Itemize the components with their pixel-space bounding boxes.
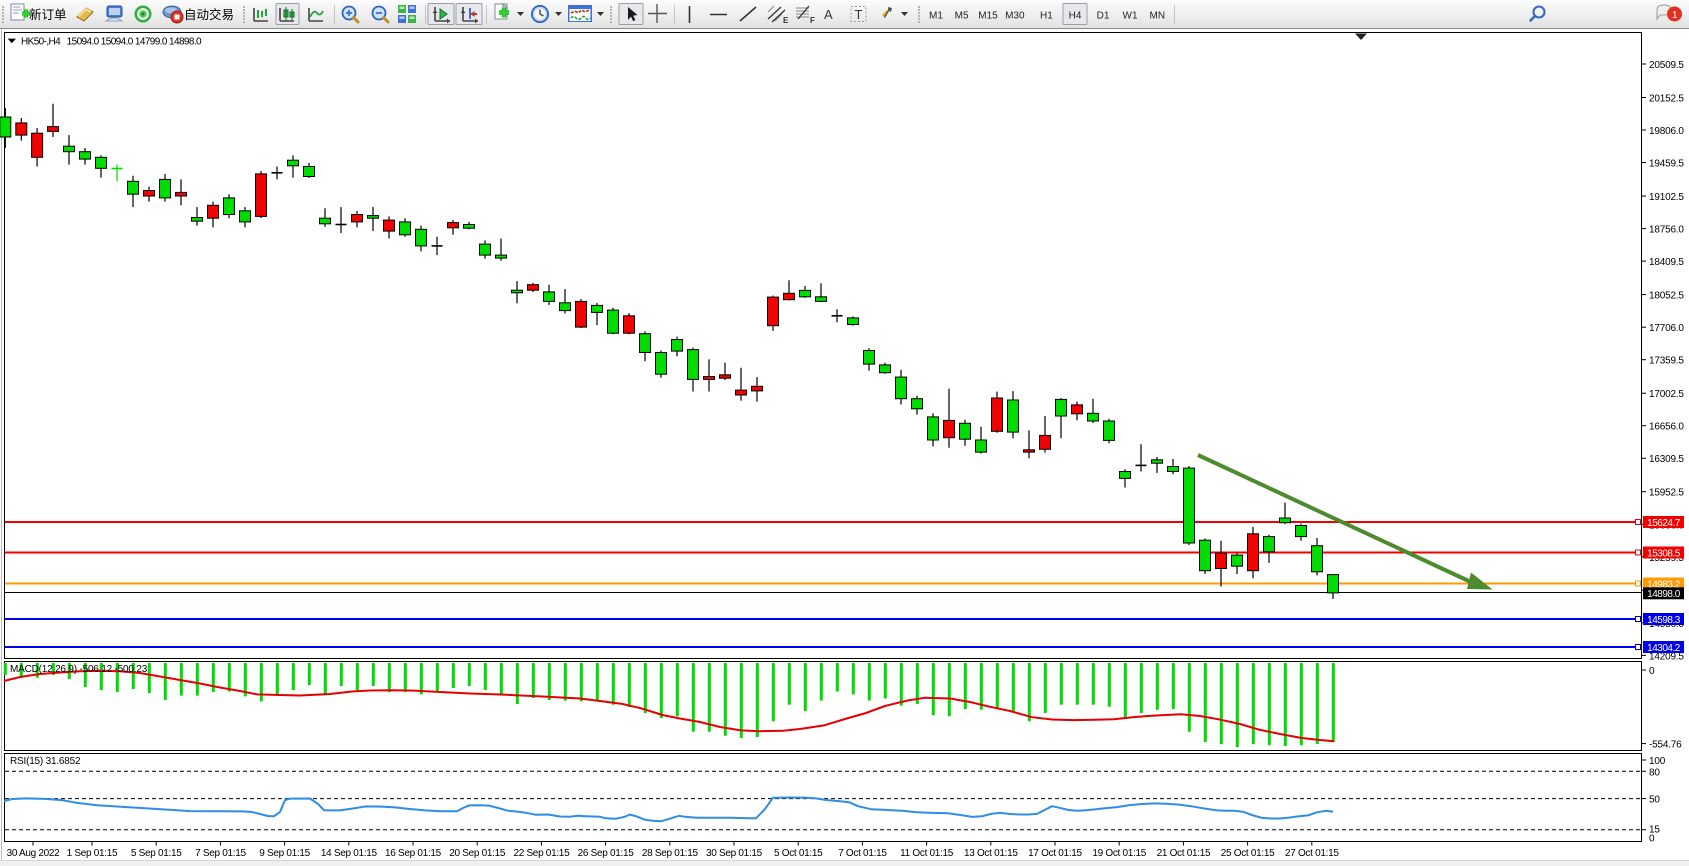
- svg-text:0: 0: [1649, 666, 1655, 677]
- svg-text:5 Sep 01:15: 5 Sep 01:15: [131, 848, 182, 859]
- svg-text:D1: D1: [1097, 11, 1110, 22]
- svg-text:30 Sep 01:15: 30 Sep 01:15: [706, 848, 763, 859]
- svg-text:15952.5: 15952.5: [1649, 488, 1684, 499]
- svg-text:17706.0: 17706.0: [1649, 323, 1684, 334]
- svg-text:M30: M30: [1005, 11, 1025, 22]
- svg-text:MACD(12,26,9) -506.12 -500.23: MACD(12,26,9) -506.12 -500.23: [10, 664, 148, 675]
- svg-text:RSI(15) 31.6852: RSI(15) 31.6852: [10, 756, 81, 767]
- svg-text:F: F: [810, 16, 815, 25]
- svg-text:0: 0: [1649, 834, 1655, 845]
- svg-text:5 Oct 01:15: 5 Oct 01:15: [774, 848, 823, 859]
- svg-text:14 Sep 01:15: 14 Sep 01:15: [321, 848, 378, 859]
- svg-text:T: T: [855, 7, 863, 22]
- svg-text:14598.3: 14598.3: [1647, 615, 1681, 626]
- svg-text:新订单: 新订单: [29, 7, 67, 22]
- svg-text:27 Oct 01:15: 27 Oct 01:15: [1285, 848, 1339, 859]
- svg-text:15308.5: 15308.5: [1647, 548, 1681, 559]
- svg-text:20 Sep 01:15: 20 Sep 01:15: [449, 848, 506, 859]
- svg-text:19459.5: 19459.5: [1649, 159, 1684, 170]
- svg-text:18756.0: 18756.0: [1649, 225, 1684, 236]
- svg-text:16309.5: 16309.5: [1649, 454, 1684, 465]
- svg-text:7 Sep 01:15: 7 Sep 01:15: [195, 848, 246, 859]
- svg-text:14304.2: 14304.2: [1647, 643, 1681, 654]
- svg-text:20509.5: 20509.5: [1649, 60, 1684, 71]
- svg-text:14983.2: 14983.2: [1647, 579, 1681, 590]
- svg-text:A: A: [824, 7, 833, 22]
- svg-text:HK50-,H4 15094.0 15094.0 147: HK50-,H4 15094.0 15094.0 14799.0 14898.0: [21, 37, 202, 48]
- svg-text:28 Sep 01:15: 28 Sep 01:15: [642, 848, 699, 859]
- svg-text:1 Sep 01:15: 1 Sep 01:15: [67, 848, 118, 859]
- svg-text:15: 15: [1649, 825, 1660, 836]
- svg-text:M15: M15: [978, 11, 998, 22]
- svg-text:19 Oct 01:15: 19 Oct 01:15: [1092, 848, 1146, 859]
- svg-text:15624.7: 15624.7: [1647, 518, 1681, 529]
- svg-text:自动交易: 自动交易: [184, 7, 234, 22]
- svg-text:H1: H1: [1040, 11, 1053, 22]
- svg-text:16 Sep 01:15: 16 Sep 01:15: [385, 848, 442, 859]
- svg-text:11 Oct 01:15: 11 Oct 01:15: [900, 848, 954, 859]
- svg-text:-554.76: -554.76: [1649, 740, 1682, 751]
- svg-text:14209.5: 14209.5: [1649, 651, 1684, 662]
- svg-text:21 Oct 01:15: 21 Oct 01:15: [1157, 848, 1211, 859]
- svg-text:7 Oct 01:15: 7 Oct 01:15: [838, 848, 887, 859]
- svg-text:14898.0: 14898.0: [1647, 589, 1681, 600]
- svg-text:16656.0: 16656.0: [1649, 422, 1684, 433]
- svg-text:19806.0: 19806.0: [1649, 126, 1684, 137]
- svg-text:30 Aug 2022: 30 Aug 2022: [7, 848, 61, 859]
- svg-text:80: 80: [1649, 767, 1660, 778]
- svg-text:19102.5: 19102.5: [1649, 192, 1684, 203]
- svg-text:W1: W1: [1123, 11, 1138, 22]
- svg-text:100: 100: [1649, 756, 1666, 767]
- svg-text:50: 50: [1649, 795, 1660, 806]
- svg-text:18409.5: 18409.5: [1649, 257, 1684, 268]
- svg-text:17359.5: 17359.5: [1649, 356, 1684, 367]
- svg-text:20152.5: 20152.5: [1649, 94, 1684, 105]
- svg-text:1: 1: [1672, 10, 1678, 21]
- svg-text:H4: H4: [1069, 11, 1082, 22]
- svg-text:M5: M5: [955, 11, 969, 22]
- svg-text:13 Oct 01:15: 13 Oct 01:15: [964, 848, 1018, 859]
- svg-text:17002.5: 17002.5: [1649, 389, 1684, 400]
- svg-text:18052.5: 18052.5: [1649, 291, 1684, 302]
- svg-text:25 Oct 01:15: 25 Oct 01:15: [1221, 848, 1275, 859]
- svg-text:26 Sep 01:15: 26 Sep 01:15: [578, 848, 635, 859]
- svg-text:M1: M1: [929, 11, 943, 22]
- svg-text:22 Sep 01:15: 22 Sep 01:15: [513, 848, 570, 859]
- svg-text:17 Oct 01:15: 17 Oct 01:15: [1028, 848, 1082, 859]
- svg-text:MN: MN: [1150, 11, 1166, 22]
- svg-text:E: E: [783, 16, 789, 25]
- svg-text:9 Sep 01:15: 9 Sep 01:15: [259, 848, 310, 859]
